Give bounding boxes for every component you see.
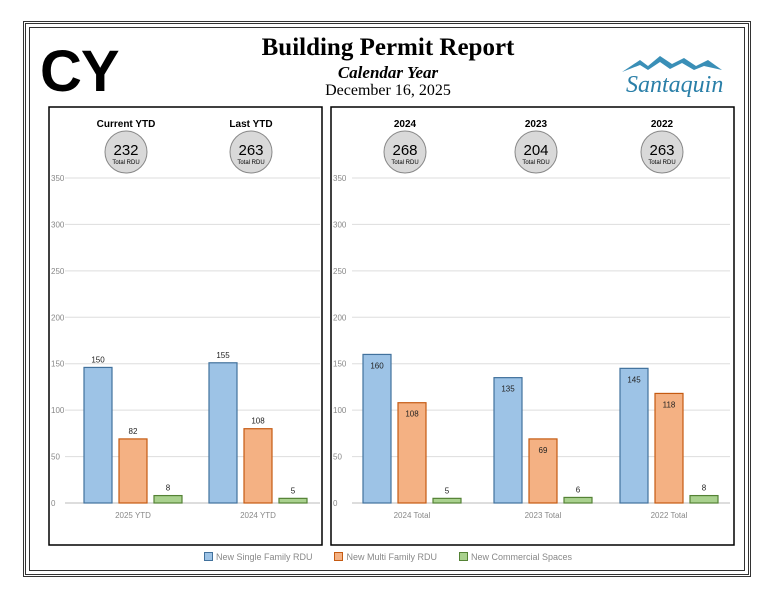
bar bbox=[83, 366, 113, 504]
report-subtitle: Calendar Year bbox=[337, 63, 439, 82]
summary-value: 204 bbox=[523, 142, 548, 159]
bar bbox=[118, 438, 148, 504]
data-label: 69 bbox=[539, 446, 548, 455]
y-tick-label: 250 bbox=[333, 267, 347, 276]
bar bbox=[528, 438, 558, 504]
summary-circle bbox=[383, 130, 427, 174]
data-label: 6 bbox=[576, 485, 581, 494]
data-label: 135 bbox=[501, 385, 515, 394]
data-label: 8 bbox=[166, 484, 171, 493]
cy-badge: CY bbox=[40, 39, 120, 104]
data-label: 8 bbox=[702, 484, 707, 493]
summary-circle bbox=[514, 130, 558, 174]
summary-label: 2024 bbox=[394, 119, 417, 130]
summary-label: Last YTD bbox=[229, 119, 272, 130]
summary-sub: Total RDU bbox=[112, 160, 139, 166]
summary-label: 2022 bbox=[651, 119, 674, 130]
summary-label: 2023 bbox=[525, 119, 548, 130]
y-tick-label: 250 bbox=[51, 267, 65, 276]
x-tick-label: 2023 Total bbox=[525, 511, 562, 520]
bar bbox=[493, 377, 523, 504]
data-label: 5 bbox=[445, 486, 450, 495]
page-border bbox=[23, 21, 751, 577]
bar bbox=[397, 402, 427, 504]
bar bbox=[432, 497, 462, 504]
legend-item-commercial: New Commercial Spaces bbox=[459, 552, 572, 562]
bar bbox=[243, 428, 273, 504]
summary-value: 268 bbox=[392, 142, 417, 159]
report-date: December 16, 2025 bbox=[325, 82, 451, 99]
bar bbox=[689, 494, 719, 504]
legend-item-single: New Single Family RDU bbox=[203, 552, 312, 562]
y-tick-label: 200 bbox=[333, 313, 347, 322]
data-label: 160 bbox=[370, 361, 384, 370]
y-tick-label: 200 bbox=[51, 313, 65, 322]
svg-text:Santaquin: Santaquin bbox=[626, 72, 723, 98]
data-label: 118 bbox=[663, 400, 676, 409]
summary-circle bbox=[104, 130, 148, 174]
bar bbox=[619, 367, 649, 504]
legend: New Single Family RDU New Multi Family R… bbox=[0, 552, 776, 562]
summary-sub: Total RDU bbox=[391, 160, 418, 166]
summary-value: 263 bbox=[649, 142, 674, 159]
summary-value: 232 bbox=[113, 142, 138, 159]
report-title: Building Permit Report bbox=[261, 34, 515, 61]
data-label: 5 bbox=[291, 486, 296, 495]
data-label: 108 bbox=[251, 417, 265, 426]
y-tick-label: 100 bbox=[333, 406, 347, 415]
data-label: 155 bbox=[216, 351, 230, 360]
summary-sub: Total RDU bbox=[648, 160, 675, 166]
y-tick-label: 0 bbox=[333, 499, 338, 508]
summary-label: Current YTD bbox=[97, 119, 156, 130]
bar bbox=[563, 496, 593, 504]
data-label: 150 bbox=[91, 355, 105, 364]
x-tick-label: 2025 YTD bbox=[115, 511, 151, 520]
y-tick-label: 150 bbox=[51, 360, 65, 369]
y-tick-label: 350 bbox=[51, 174, 65, 183]
bar bbox=[208, 362, 238, 504]
y-tick-label: 100 bbox=[51, 406, 65, 415]
x-tick-label: 2022 Total bbox=[651, 511, 688, 520]
summary-circle bbox=[640, 130, 684, 174]
summary-sub: Total RDU bbox=[237, 160, 264, 166]
bar bbox=[153, 494, 183, 504]
summary-value: 263 bbox=[238, 142, 263, 159]
data-label: 82 bbox=[129, 427, 138, 436]
y-tick-label: 0 bbox=[51, 499, 56, 508]
data-label: 145 bbox=[627, 375, 641, 384]
y-tick-label: 300 bbox=[333, 220, 347, 229]
bar bbox=[278, 497, 308, 504]
bar bbox=[362, 353, 392, 504]
y-tick-label: 350 bbox=[333, 174, 347, 183]
y-tick-label: 50 bbox=[51, 453, 60, 462]
x-tick-label: 2024 YTD bbox=[240, 511, 276, 520]
y-tick-label: 300 bbox=[51, 220, 65, 229]
y-tick-label: 150 bbox=[333, 360, 347, 369]
santaquin-logo: Santaquin bbox=[622, 56, 723, 98]
legend-item-multi: New Multi Family RDU bbox=[334, 552, 437, 562]
x-tick-label: 2024 Total bbox=[394, 511, 431, 520]
data-label: 108 bbox=[405, 410, 419, 419]
page-border-inner bbox=[29, 27, 745, 571]
summary-circle bbox=[229, 130, 273, 174]
summary-sub: Total RDU bbox=[522, 160, 549, 166]
y-tick-label: 50 bbox=[333, 453, 342, 462]
bar bbox=[654, 392, 684, 504]
